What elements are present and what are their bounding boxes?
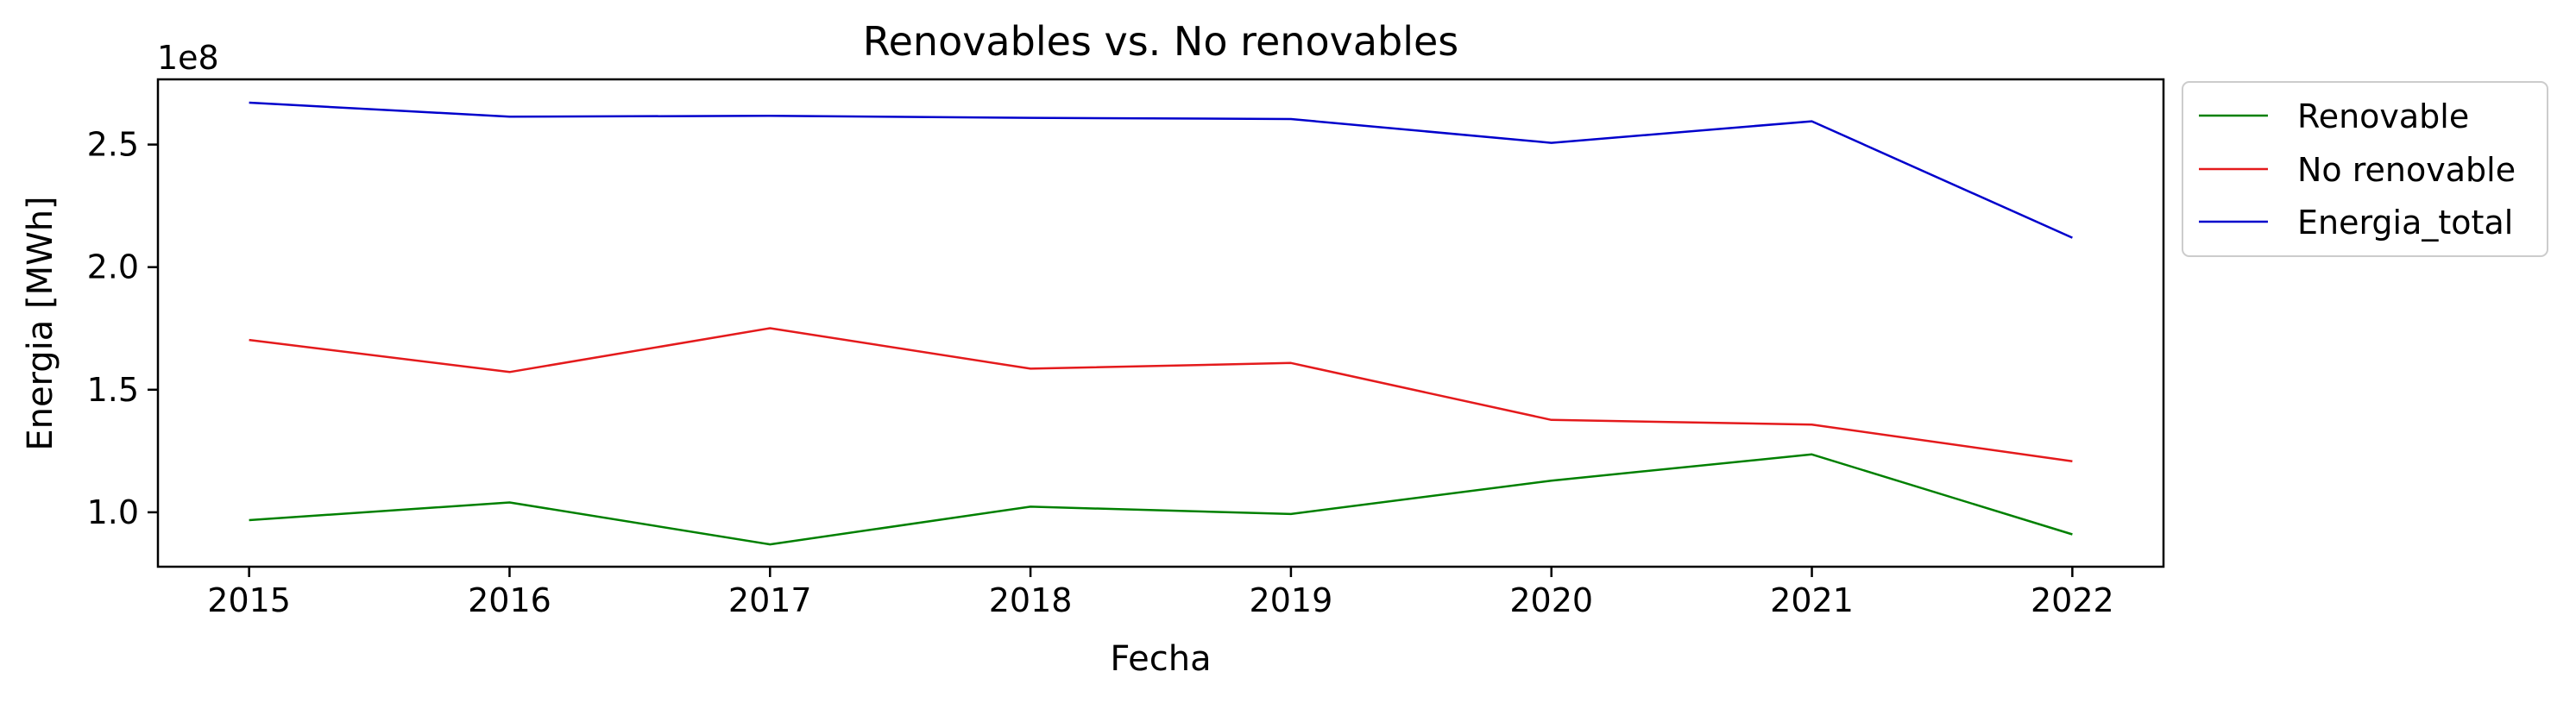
x-tick-label: 2016 [468,581,551,619]
x-tick-label: 2018 [989,581,1073,619]
legend: Renovable No renovable Energia_total [2182,81,2548,257]
series-line-renovable [249,453,2073,546]
y-axis: 1.0 1.5 2.0 2.5 [87,126,158,531]
x-tick-label: 2022 [2031,581,2114,619]
x-tick-label: 2019 [1250,581,1333,619]
y-tick-label: 2.0 [87,248,139,286]
y-tick-label: 1.0 [87,493,139,531]
x-axis: 2015 2016 2017 2018 2019 2020 2021 2022 [207,567,2114,619]
series-line-energia-total [249,101,2073,239]
legend-label-energia-total: Energia_total [2297,204,2513,242]
series-layer [249,101,2073,546]
x-axis-label: Fecha [1110,639,1211,679]
legend-label-renovable: Renovable [2297,97,2469,135]
plot-area-frame [156,78,2165,568]
series-line-no-renovable [249,327,2073,463]
y-axis-offset-label: 1e8 [157,39,219,77]
y-tick-label: 2.5 [87,126,139,164]
legend-label-no-renovable: No renovable [2297,151,2516,189]
legend-frame [2182,81,2548,257]
x-tick-label: 2015 [207,581,291,619]
chart-title: Renovables vs. No renovables [863,18,1459,65]
x-tick-label: 2020 [1509,581,1593,619]
y-tick-label: 1.5 [87,371,139,409]
y-axis-label: Energia [MWh] [21,196,60,450]
x-tick-label: 2017 [728,581,812,619]
x-tick-label: 2021 [1770,581,1854,619]
